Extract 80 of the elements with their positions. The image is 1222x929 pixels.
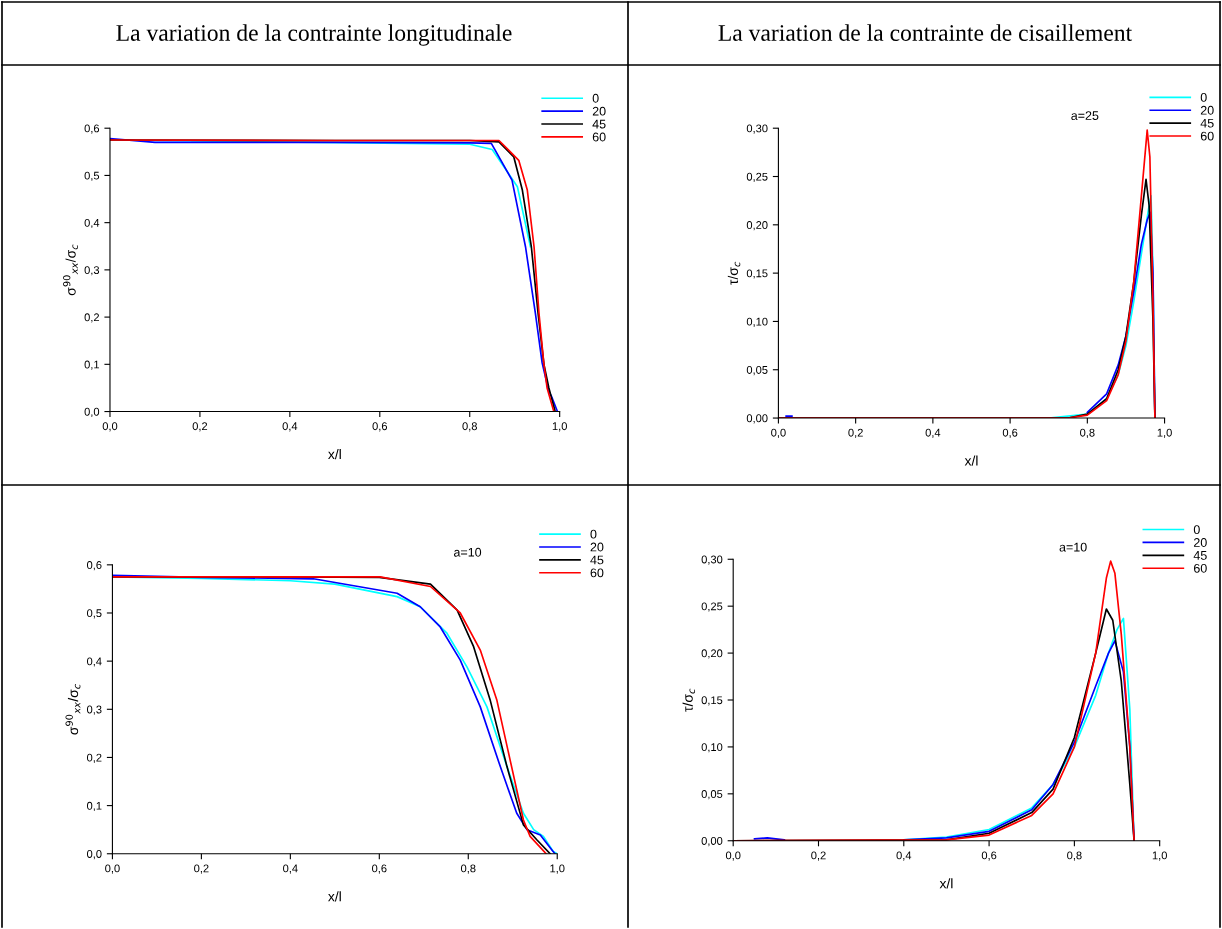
- x-tick-label: 0,0: [102, 422, 118, 432]
- y-tick-label: 0,30: [746, 124, 768, 134]
- y-axis-title: σ$^{90}$$_{xx}$/σ$_{c}$: [63, 244, 78, 296]
- x-axis-title: x/l: [939, 878, 953, 889]
- y-tick-label: 0,5: [84, 171, 100, 181]
- y-tick-label: 0,0: [84, 407, 100, 417]
- legend-label: 60: [1193, 563, 1207, 573]
- y-tick-label: 0,6: [87, 561, 102, 571]
- y-tick-label: 0,5: [87, 609, 102, 619]
- legend-label: 0: [1200, 92, 1207, 102]
- y-tick-label: 0,2: [87, 753, 102, 763]
- x-tick-label: 0,6: [1002, 428, 1018, 438]
- legend-label: 60: [590, 568, 604, 578]
- chart-title: La variation de la contrainte longitudinale: [116, 24, 512, 46]
- x-axis-title: x/l: [328, 448, 341, 460]
- y-tick-label: 0,00: [746, 414, 768, 424]
- y-tick-label: 0,10: [701, 743, 723, 753]
- y-tick-label: 0,4: [84, 218, 100, 229]
- legend-label: 20: [590, 542, 604, 552]
- y-axis-title: τ/σ$_{c}$: [682, 688, 696, 712]
- legend-label: 0: [592, 93, 599, 103]
- x-tick-label: 1,0: [1152, 851, 1167, 861]
- y-tick-label: 0,15: [701, 696, 723, 706]
- x-tick-label: 0,8: [462, 422, 477, 432]
- x-tick-label: 0,2: [194, 864, 209, 874]
- x-tick-label: 0,4: [283, 864, 298, 874]
- y-tick-label: 0,20: [746, 221, 768, 231]
- y-tick-label: 0,1: [87, 801, 102, 812]
- legend-label: 20: [592, 106, 606, 116]
- legend-label: 20: [1200, 105, 1214, 115]
- y-tick-label: 0,20: [701, 649, 723, 659]
- text: a=25: [1071, 111, 1099, 120]
- x-tick-label: 0,8: [460, 864, 476, 874]
- text: a=10: [1059, 542, 1087, 552]
- x-tick-label: 0,6: [981, 851, 997, 861]
- x-axis-title: x/l: [328, 891, 341, 902]
- y-tick-label: 0,2: [84, 313, 100, 323]
- x-tick-label: 0,6: [372, 422, 388, 432]
- legend-label: 45: [1193, 551, 1207, 560]
- x-tick-label: 0,0: [771, 428, 786, 438]
- y-tick-label: 0,3: [84, 266, 100, 276]
- x-tick-label: 0,4: [896, 851, 912, 861]
- legend-label: 45: [592, 119, 606, 129]
- legend-label: 20: [1193, 538, 1207, 547]
- y-tick-label: 0,6: [84, 124, 100, 134]
- x-axis-title: x/l: [964, 455, 978, 466]
- text: a=10: [453, 547, 482, 557]
- chart-title: La variation de la contrainte de cisaillement: [718, 24, 1133, 41]
- y-tick-label: 0,3: [87, 705, 102, 715]
- y-tick-label: 0,05: [746, 366, 768, 376]
- x-tick-label: 0,0: [105, 864, 120, 874]
- x-tick-label: 0,0: [725, 851, 741, 861]
- y-tick-label: 0,4: [87, 657, 102, 667]
- y-axis-title: σ$^{90}$$_{xx}$/σ$_{c}$: [65, 683, 81, 735]
- x-tick-label: 0,4: [282, 422, 298, 432]
- x-tick-label: 0,2: [848, 428, 863, 438]
- x-tick-label: 1,0: [552, 422, 567, 432]
- legend-label: 45: [590, 555, 604, 565]
- legend-label: 0: [590, 529, 597, 539]
- y-tick-label: 0,25: [701, 602, 723, 612]
- x-tick-label: 1,0: [1157, 428, 1172, 438]
- x-tick-label: 0,6: [372, 864, 387, 874]
- y-tick-label: 0,15: [746, 269, 768, 279]
- legend-label: 0: [1193, 525, 1200, 535]
- y-axis-title: τ/σ$_{c}$: [727, 261, 741, 285]
- x-tick-label: 0,8: [1080, 428, 1095, 438]
- x-tick-label: 0,2: [192, 422, 208, 432]
- y-tick-label: 0,30: [701, 555, 723, 565]
- legend-label: 60: [1200, 131, 1214, 141]
- y-tick-label: 0,25: [746, 172, 768, 182]
- x-tick-label: 0,8: [1067, 851, 1082, 861]
- y-tick-label: 0,00: [701, 837, 723, 847]
- y-tick-label: 0,10: [746, 317, 768, 327]
- x-tick-label: 0,4: [925, 428, 941, 438]
- x-tick-label: 0,2: [811, 851, 826, 861]
- x-tick-label: 1,0: [550, 864, 565, 874]
- legend-label: 45: [1200, 118, 1214, 128]
- y-tick-label: 0,1: [84, 360, 100, 370]
- y-tick-label: 0,05: [701, 790, 723, 800]
- legend-label: 60: [592, 132, 606, 142]
